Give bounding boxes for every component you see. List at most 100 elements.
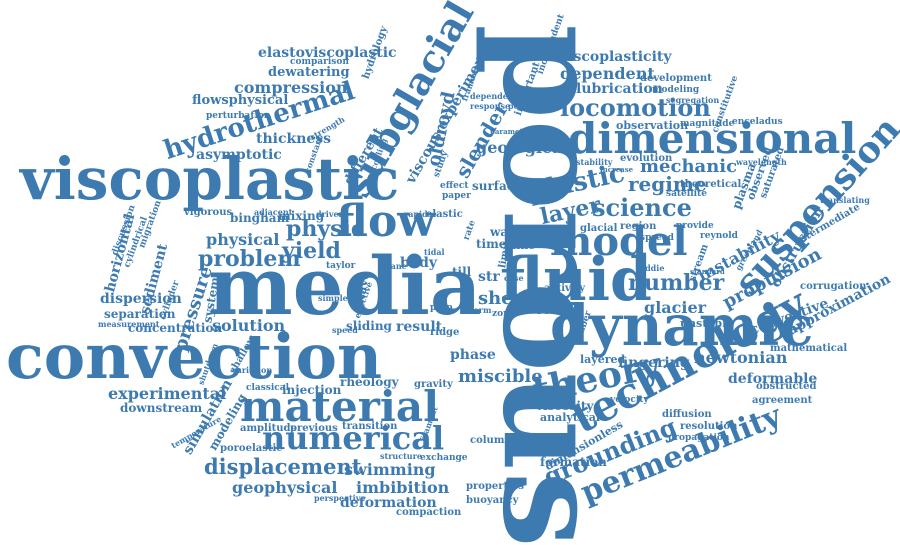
word-rheology: rheology (340, 375, 399, 389)
word-reynold: reynold (700, 231, 738, 241)
word-simple: simple (318, 293, 348, 303)
word-lubrication: lubrication (576, 81, 663, 97)
word-resolution: resolution (680, 421, 738, 432)
word-media: media (208, 239, 482, 333)
word-str: str (478, 269, 500, 285)
word-regime: regime (628, 172, 707, 196)
word-eddie: eddie (640, 263, 665, 273)
word-locomotion: locomotion (560, 93, 711, 122)
word-time: time (476, 237, 507, 251)
word-translating: translating (820, 195, 870, 205)
word-elastic: elastic (426, 209, 463, 220)
word-rapid: rapid (404, 209, 428, 219)
word-obstructed: obstructed (756, 381, 817, 392)
word-till: till (452, 265, 472, 279)
word-water: water (490, 225, 528, 239)
word-response: response (470, 101, 511, 111)
word-sliding: sliding (346, 319, 392, 333)
word-injection: injection (282, 383, 342, 397)
word-wavelength: wavelength (736, 157, 787, 167)
word-deformation: deformation (340, 495, 437, 511)
word-bingham: bingham (230, 211, 290, 225)
word-glacier: glacier (644, 298, 707, 317)
word-fingering: fingering (618, 355, 690, 371)
word-evolution: evolution (620, 153, 673, 164)
word-surface: surface (472, 179, 522, 193)
word-flowsphysical: flowsphysical (192, 93, 289, 108)
word-fluid: fluid (500, 245, 652, 315)
word-perturbation: perturbation (206, 111, 271, 121)
word-layered: layered (580, 353, 626, 366)
word-asymptotic: asymptotic (196, 147, 282, 163)
word-previous: previous (290, 423, 338, 434)
word-dispersion: dispersion (100, 291, 182, 307)
word-transition: transition (342, 421, 398, 432)
word-diffusion: diffusion (662, 409, 712, 420)
word-sheet: sheet (478, 288, 533, 309)
word-thickness: thickness (256, 131, 332, 147)
word-measurement: measurement (98, 319, 160, 329)
word-paper: paper (442, 191, 471, 201)
word-glacial: glacial (580, 223, 618, 234)
word-phase: phase (450, 347, 496, 363)
word-corrugation: corrugation (800, 281, 867, 292)
word-flow: flow (336, 196, 436, 247)
word-adjacent: adjacent (254, 207, 293, 217)
word-case: case (504, 273, 524, 283)
word-agreement: agreement (752, 395, 813, 406)
word-newtonian: newtonian (694, 348, 788, 367)
word-propagation: propagation (668, 433, 730, 443)
word-downstream: downstream (120, 401, 203, 415)
word-result: result (396, 319, 443, 335)
word-numerical: numerical (262, 419, 445, 457)
word-taylor: taylor (326, 261, 356, 271)
word-development: development (640, 73, 712, 84)
word-region: region (620, 221, 657, 232)
word-driven: driven (316, 209, 345, 219)
word-dimensional: dimensional (568, 114, 857, 163)
word-stability: stability (576, 157, 613, 167)
word-form: form (470, 305, 492, 315)
word-imbibition: imbibition (356, 478, 450, 497)
word-scale: scale (536, 303, 571, 317)
word-possible: possible (508, 101, 545, 111)
word-tidal: tidal (424, 247, 445, 257)
word-convection: convection (6, 320, 383, 393)
word-material: material (240, 382, 440, 431)
word-elastoviscoplastic: elastoviscoplastic (258, 45, 397, 61)
word-deformable: deformable (728, 371, 818, 387)
word-plane: plane (382, 261, 407, 271)
word-modeling-2: modeling (652, 85, 700, 95)
word-buoyancy: buoyancy (466, 495, 519, 506)
word-solution: solution (212, 316, 286, 335)
word-variation: variation (232, 365, 273, 375)
word-analytical: analytical (540, 411, 601, 424)
word-dewatering: dewatering (268, 65, 350, 80)
word-body: body (400, 255, 438, 271)
word-vigorous: vigorous (184, 207, 233, 218)
word-physical: physical (206, 230, 280, 249)
word-observation: observation (616, 119, 689, 132)
word-mathematical: mathematical (770, 343, 848, 354)
word-classical: classical (246, 383, 290, 393)
word-experimental: experimental (108, 384, 227, 403)
word-ridge: ridge (430, 327, 460, 338)
word-swimming: swimming (344, 460, 436, 479)
word-theoretical: theoretical (680, 179, 742, 190)
word-viscoplastic: viscoplastic (20, 145, 400, 213)
word-structure: structure (380, 451, 422, 461)
word-poroelastic: poroelastic (220, 443, 283, 454)
word-compaction: compaction (396, 507, 462, 518)
word-mixing: mixing (278, 209, 325, 223)
word-model: model (550, 218, 688, 265)
word-yield: yield (282, 238, 341, 264)
word-unstable: unstable (680, 317, 734, 330)
word-perspective: perspective (314, 493, 366, 503)
word-dynamic: dynamic (550, 293, 814, 359)
word-activity: activity (544, 283, 586, 294)
word-formation: formation (540, 455, 607, 469)
word-effect: effect (440, 181, 469, 191)
word-viscosity: viscosity (536, 399, 594, 413)
word-geophysical: geophysical (232, 478, 338, 497)
